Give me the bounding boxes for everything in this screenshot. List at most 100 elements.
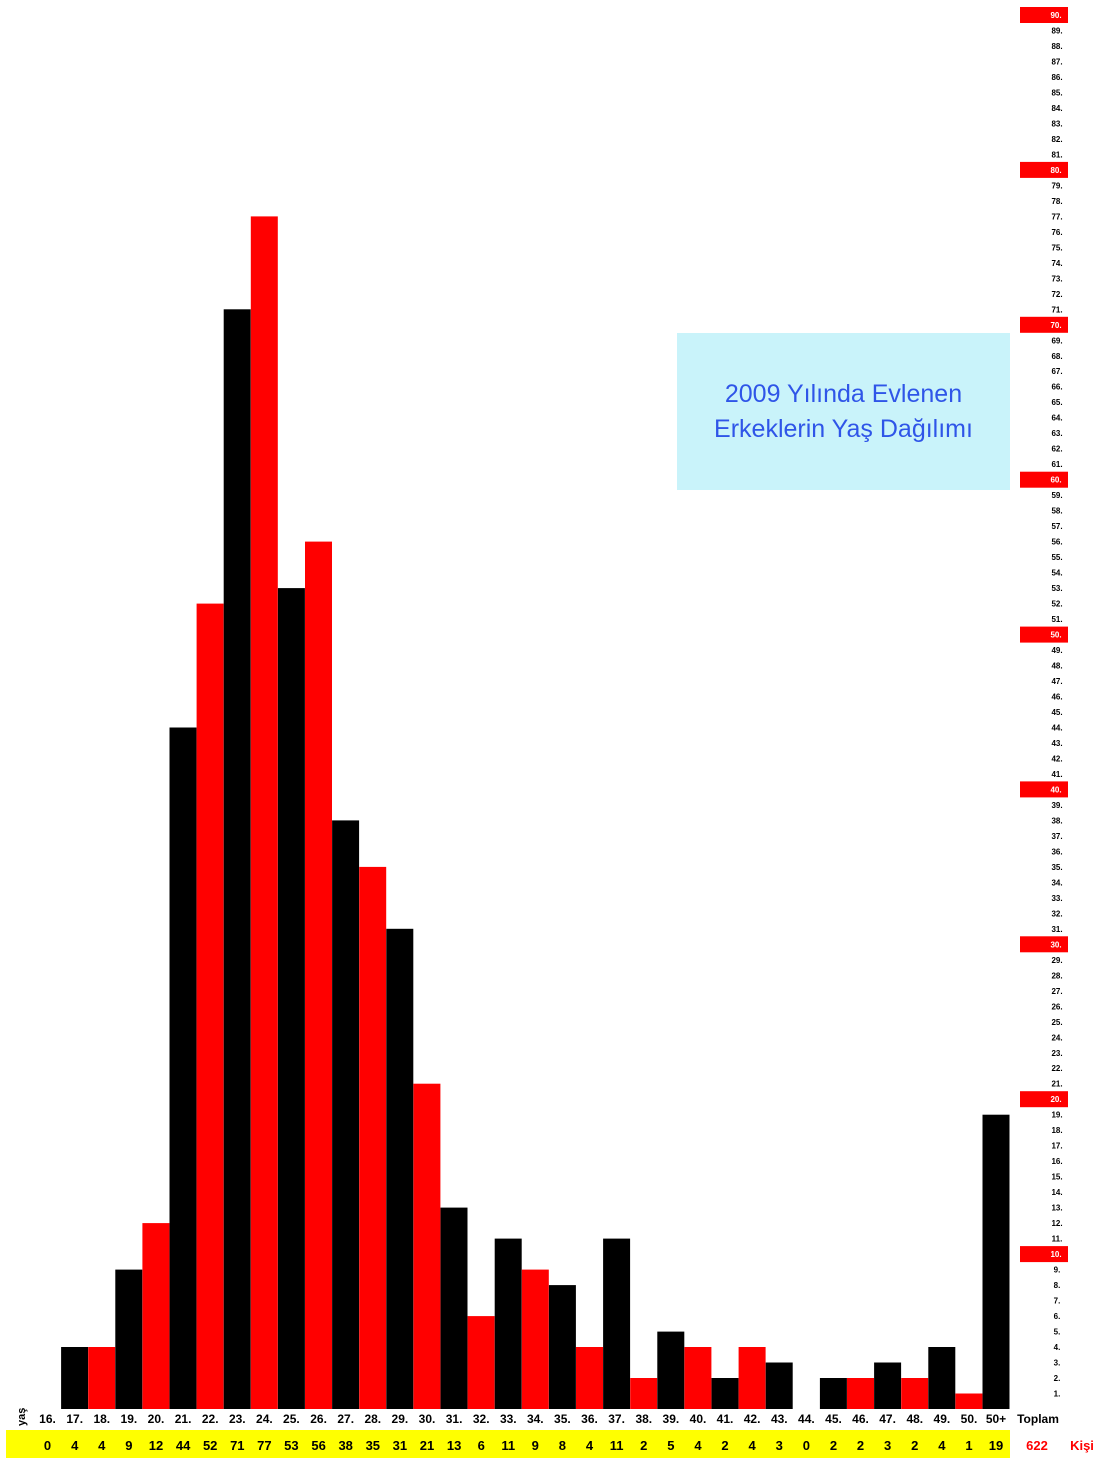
count-label: 1 — [965, 1438, 972, 1453]
bar — [738, 1347, 766, 1409]
count-label: 2 — [830, 1438, 837, 1453]
y-tick-label: 44. — [1051, 724, 1062, 733]
x-tick-label: 20. — [148, 1412, 165, 1426]
x-tick-label: 28. — [364, 1412, 381, 1426]
count-label: 0 — [44, 1438, 51, 1453]
count-label: 4 — [586, 1438, 594, 1453]
y-tick-label: 84. — [1051, 104, 1062, 113]
x-tick-label: 43. — [771, 1412, 788, 1426]
y-tick-label: 31. — [1051, 925, 1062, 934]
y-tick-label: 54. — [1051, 569, 1062, 578]
y-tick-label: 7. — [1054, 1297, 1061, 1306]
y-tick-label: 48. — [1051, 662, 1062, 671]
x-tick-label: 30. — [419, 1412, 436, 1426]
y-tick-label: 47. — [1051, 677, 1062, 686]
y-tick-label: 41. — [1051, 770, 1062, 779]
y-tick-label: 42. — [1051, 755, 1062, 764]
x-tick-label: 19. — [121, 1412, 138, 1426]
x-tick-label: 27. — [337, 1412, 354, 1426]
bar — [711, 1378, 739, 1409]
bar — [847, 1378, 874, 1409]
y-tick-label: 36. — [1051, 847, 1062, 856]
count-label: 5 — [667, 1438, 674, 1453]
x-tick-label: 46. — [852, 1412, 869, 1426]
bar — [874, 1362, 902, 1409]
y-tick-label: 87. — [1051, 58, 1062, 67]
x-tick-label: 49. — [934, 1412, 951, 1426]
bar — [305, 541, 332, 1409]
y-tick-label: 83. — [1051, 119, 1062, 128]
y-tick-highlight — [1020, 316, 1068, 333]
bar — [250, 216, 278, 1409]
y-tick-label: 43. — [1051, 739, 1062, 748]
y-tick-label: 75. — [1051, 243, 1062, 252]
x-tick-label: 18. — [93, 1412, 110, 1426]
y-tick-label: 25. — [1051, 1018, 1062, 1027]
y-tick-label: 13. — [1051, 1204, 1062, 1213]
bar — [467, 1316, 495, 1409]
count-label: 11 — [610, 1438, 624, 1453]
y-tick-label: 72. — [1051, 290, 1062, 299]
x-tick-label: 22. — [202, 1412, 219, 1426]
y-tick-label: 24. — [1051, 1033, 1062, 1042]
y-tick-label: 8. — [1054, 1281, 1061, 1290]
y-tick-label: 33. — [1051, 894, 1062, 903]
y-tick-label: 9. — [1054, 1266, 1061, 1275]
y-tick-label: 28. — [1051, 971, 1062, 980]
count-label: 8 — [559, 1438, 566, 1453]
y-tick-label: 32. — [1051, 909, 1062, 918]
count-label: 35 — [366, 1438, 380, 1453]
y-tick-label: 5. — [1054, 1328, 1061, 1337]
y-tick-label: 69. — [1051, 336, 1062, 345]
y-tick-highlight — [1020, 1091, 1068, 1108]
bar — [277, 588, 305, 1409]
y-tick-label: 20. — [1050, 1095, 1061, 1104]
y-tick-label: 89. — [1051, 27, 1062, 36]
y-tick-label: 74. — [1051, 259, 1062, 268]
y-tick-label: 2. — [1054, 1374, 1061, 1383]
count-label: 2 — [911, 1438, 918, 1453]
y-tick-label: 50. — [1050, 631, 1061, 640]
x-tick-label: 41. — [717, 1412, 734, 1426]
y-tick-label: 68. — [1051, 352, 1062, 361]
bar — [223, 309, 251, 1409]
y-tick-label: 51. — [1051, 615, 1062, 624]
y-tick-label: 21. — [1051, 1080, 1062, 1089]
y-tick-label: 62. — [1051, 445, 1062, 454]
y-tick-label: 6. — [1054, 1312, 1061, 1321]
x-tick-label: 42. — [744, 1412, 761, 1426]
bar — [494, 1238, 522, 1409]
y-tick-label: 18. — [1051, 1126, 1062, 1135]
chart-title-box: 2009 Yılında Evlenen Erkeklerin Yaş Dağı… — [677, 333, 1010, 490]
y-tick-label: 45. — [1051, 708, 1062, 717]
y-tick-label: 37. — [1051, 832, 1062, 841]
x-tick-label: 29. — [392, 1412, 409, 1426]
count-label: 4 — [98, 1438, 106, 1453]
count-label: 38 — [338, 1438, 352, 1453]
bar — [440, 1207, 468, 1409]
y-tick-label: 76. — [1051, 228, 1062, 237]
y-tick-highlight — [1020, 781, 1068, 798]
count-label: 6 — [478, 1438, 485, 1453]
y-tick-label: 22. — [1051, 1064, 1062, 1073]
y-tick-label: 80. — [1050, 166, 1061, 175]
bar — [332, 820, 360, 1409]
count-label: 11 — [501, 1438, 515, 1453]
y-tick-label: 14. — [1051, 1188, 1062, 1197]
x-tick-label: 21. — [175, 1412, 192, 1426]
x-tick-label: 34. — [527, 1412, 544, 1426]
x-tick-label: 36. — [581, 1412, 598, 1426]
count-label: 77 — [257, 1438, 271, 1453]
bar — [359, 866, 387, 1409]
y-tick-label: 88. — [1051, 42, 1062, 51]
y-tick-label: 49. — [1051, 646, 1062, 655]
bar — [413, 1083, 441, 1409]
y-tick-label: 11. — [1052, 1235, 1063, 1244]
bar — [603, 1238, 631, 1409]
y-tick-label: 56. — [1051, 538, 1062, 547]
x-tick-label: 44. — [798, 1412, 815, 1426]
y-tick-label: 64. — [1051, 414, 1062, 423]
y-tick-highlight — [1020, 471, 1068, 488]
x-tick-label: 25. — [283, 1412, 300, 1426]
y-tick-label: 30. — [1050, 940, 1061, 949]
